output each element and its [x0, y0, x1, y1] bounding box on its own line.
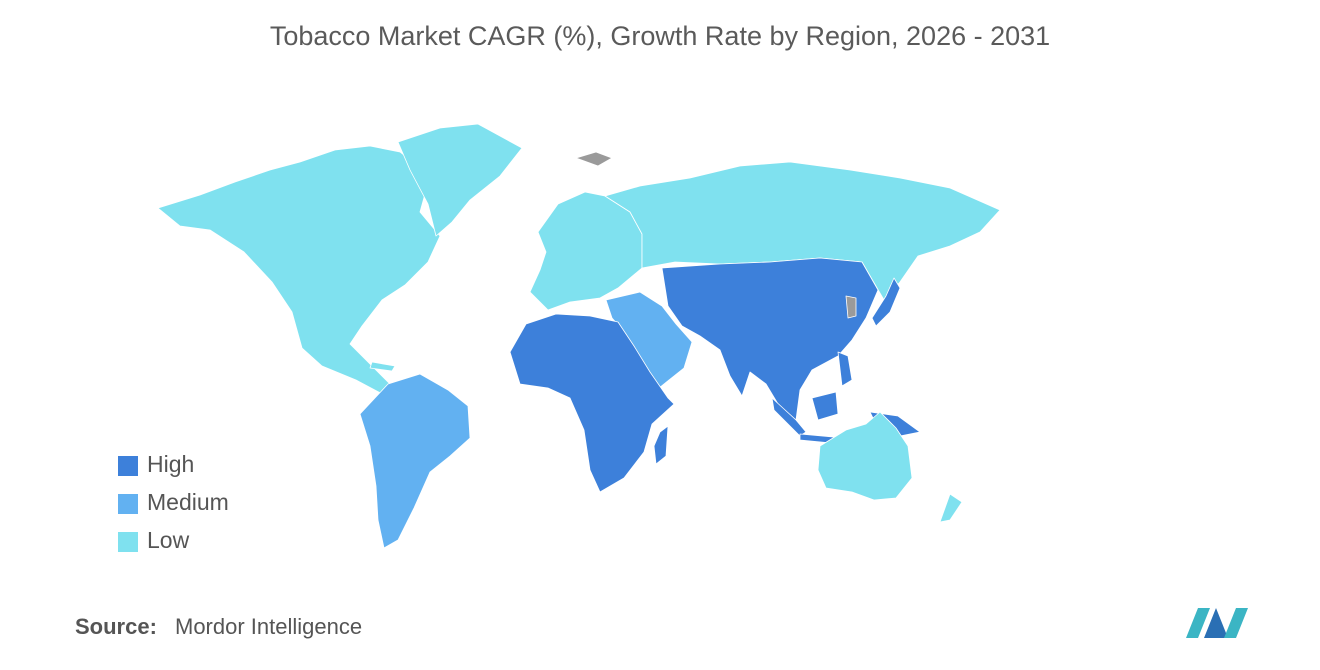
- legend-swatch: [118, 456, 138, 476]
- arctic-islands: [575, 151, 613, 167]
- europe: [529, 191, 643, 311]
- asia: [661, 257, 879, 421]
- south-america: [359, 373, 471, 549]
- world-map: [157, 123, 1001, 549]
- japan: [871, 277, 901, 327]
- new-zealand: [939, 493, 963, 523]
- north-america: [157, 145, 441, 397]
- legend: High Medium Low: [118, 451, 229, 553]
- legend-swatch: [118, 494, 138, 514]
- legend-label: High: [147, 451, 194, 477]
- source-text: Mordor Intelligence: [175, 614, 362, 639]
- caribbean: [369, 361, 396, 372]
- philippines: [837, 351, 853, 387]
- africa: [509, 313, 675, 493]
- legend-label: Low: [147, 527, 190, 553]
- legend-swatch: [118, 532, 138, 552]
- australia: [817, 411, 913, 501]
- source-label: Source:: [75, 614, 157, 639]
- borneo: [811, 391, 839, 421]
- korea: [845, 295, 857, 319]
- logo: [1186, 608, 1248, 638]
- title: Tobacco Market CAGR (%), Growth Rate by …: [270, 21, 1050, 51]
- legend-label: Medium: [147, 489, 229, 515]
- madagascar: [653, 425, 669, 465]
- greenland: [397, 123, 523, 237]
- north-asia: [604, 161, 1001, 301]
